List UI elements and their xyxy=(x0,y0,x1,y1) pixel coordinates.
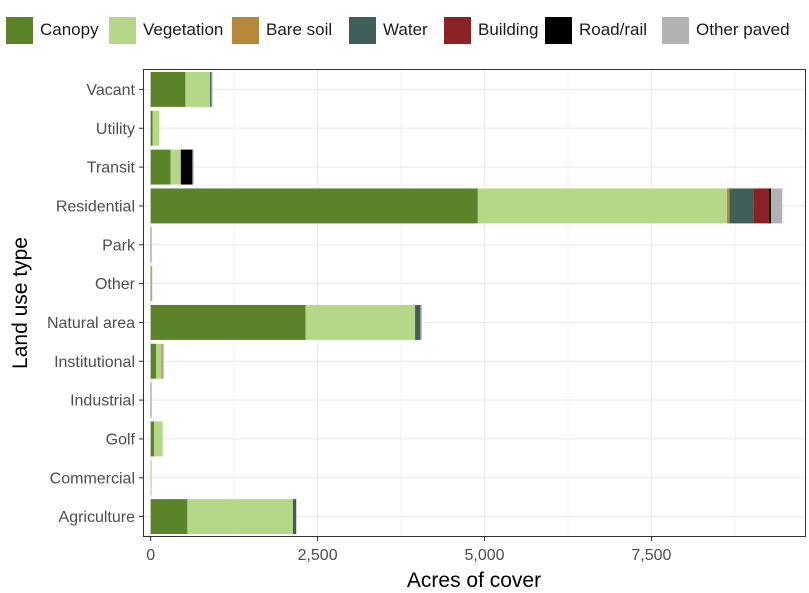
legend-key xyxy=(349,17,376,44)
bar-segment xyxy=(150,188,478,224)
bar-segment xyxy=(150,110,153,146)
bar-segment xyxy=(415,304,421,340)
legend-label: Building xyxy=(478,20,539,39)
y-tick-label: Other xyxy=(95,276,136,293)
y-axis-title: Land use type xyxy=(9,237,32,369)
legend-label: Other paved xyxy=(696,20,790,39)
bar-segment xyxy=(170,149,181,185)
bar-segment xyxy=(150,71,186,107)
bar-segment xyxy=(729,188,754,224)
bar-segment xyxy=(477,188,727,224)
bar-segment xyxy=(292,499,295,535)
legend-key xyxy=(444,17,471,44)
legend-label: Canopy xyxy=(40,20,99,39)
bar-segment xyxy=(156,343,162,379)
y-tick-label: Agriculture xyxy=(59,509,136,526)
bar-segment xyxy=(151,382,153,418)
bar-segment xyxy=(187,499,293,535)
bar-segment xyxy=(305,304,416,340)
bar-segment xyxy=(152,110,160,146)
x-tick-label: 2,500 xyxy=(298,547,338,564)
y-tick-label: Commercial xyxy=(50,470,135,487)
bar-segment xyxy=(420,304,422,340)
y-tick-label: Natural area xyxy=(47,315,135,332)
bar-segment xyxy=(768,188,771,224)
y-tick-label: Transit xyxy=(87,160,136,177)
bar-segment xyxy=(150,460,152,496)
bar-segment xyxy=(753,188,769,224)
bar-segment xyxy=(150,149,171,185)
bar-segment xyxy=(295,499,297,535)
x-tick-label: 7,500 xyxy=(631,547,671,564)
bar-segment xyxy=(150,304,306,340)
legend-key xyxy=(662,17,689,44)
bar-segment xyxy=(150,421,155,457)
x-tick-label: 0 xyxy=(146,547,155,564)
legend-label: Bare soil xyxy=(266,20,333,39)
bar-segment xyxy=(181,149,193,185)
bar-segment xyxy=(150,266,152,302)
bar-segment xyxy=(210,71,212,107)
bar-segment xyxy=(150,499,188,535)
y-tick-label: Vacant xyxy=(86,82,135,99)
y-tick-label: Park xyxy=(102,237,136,254)
y-tick-label: Industrial xyxy=(70,393,135,410)
legend-label: Vegetation xyxy=(143,20,224,39)
x-tick-label: 5,000 xyxy=(464,547,504,564)
y-tick-label: Utility xyxy=(96,121,135,138)
bar-segment xyxy=(726,188,730,224)
legend-label: Road/rail xyxy=(579,20,648,39)
plot-panel-border xyxy=(143,69,806,537)
bar-segment xyxy=(185,71,211,107)
bar-segment xyxy=(151,266,153,302)
legend-key xyxy=(109,17,136,44)
legend-key xyxy=(545,17,572,44)
chart-legend: Canopy Vegetation Bare soil Water Building Ro… xyxy=(6,10,806,50)
y-tick-label: Golf xyxy=(106,431,136,448)
bar-segment xyxy=(161,343,163,379)
bar-segment xyxy=(151,227,153,263)
plot-panel xyxy=(144,70,805,536)
bar-segment xyxy=(150,343,157,379)
legend-label: Water xyxy=(383,20,428,39)
y-tick-label: Residential xyxy=(56,198,135,215)
bar-segment xyxy=(154,421,163,457)
x-axis-title: Acres of cover xyxy=(407,569,541,592)
legend-key xyxy=(6,17,33,44)
bar-segment xyxy=(162,343,164,379)
bar-segment xyxy=(294,499,296,535)
bar-segment xyxy=(192,149,194,185)
bar-segment xyxy=(770,188,783,224)
y-tick-label: Institutional xyxy=(54,354,135,371)
bar-segment xyxy=(211,71,213,107)
legend-key xyxy=(232,17,259,44)
